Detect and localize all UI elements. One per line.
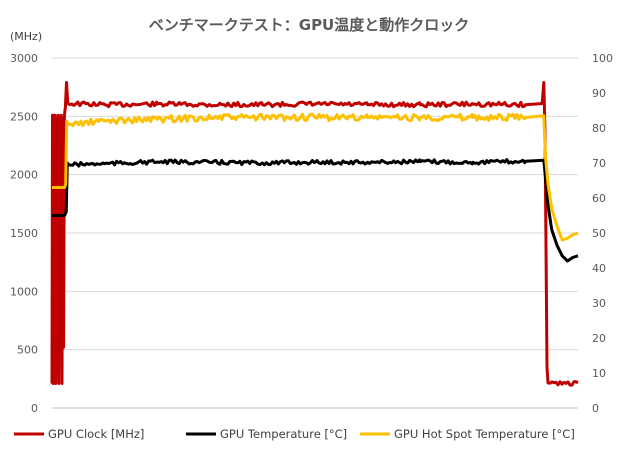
y-right-tick-label: 60: [592, 192, 606, 205]
y-right-tick-label: 70: [592, 157, 606, 170]
legend-label: GPU Temperature [°C]: [220, 427, 347, 441]
y-left-tick-label: 2500: [10, 110, 38, 123]
series-line-gpu-temperature: [52, 158, 579, 263]
axis-tick-labels: 0 500 1000 1500 2000 2500 3000 0 10 20 30 40 50 60 70 8…: [10, 52, 613, 415]
series-line-gpu-clock: [50, 81, 579, 387]
y-right-tick-label: 10: [592, 367, 606, 380]
y-right-tick-label: 0: [592, 402, 599, 415]
y-right-tick-label: 40: [592, 262, 606, 275]
y-left-tick-label: 1500: [10, 227, 38, 240]
y-left-unit-label: (MHz): [10, 30, 42, 43]
y-right-tick-label: 80: [592, 122, 606, 135]
y-left-tick-label: 2000: [10, 169, 38, 182]
y-left-tick-label: 3000: [10, 52, 38, 65]
y-left-tick-label: 1000: [10, 285, 38, 298]
y-right-tick-label: 100: [592, 52, 613, 65]
gridlines: [52, 57, 578, 409]
legend: GPU Clock [MHz] GPU Temperature [°C] GPU H…: [14, 427, 575, 441]
series-line-gpu-hot-spot-temperature: [52, 112, 579, 242]
y-right-tick-label: 50: [592, 227, 606, 240]
y-left-tick-label: 500: [17, 344, 38, 357]
y-right-tick-label: 20: [592, 332, 606, 345]
y-right-tick-label: 90: [592, 87, 606, 100]
legend-label: GPU Hot Spot Temperature [°C]: [394, 427, 575, 441]
y-right-tick-label: 30: [592, 297, 606, 310]
chart-title: ベンチマークテスト：GPU温度と動作クロック: [149, 16, 470, 34]
legend-label: GPU Clock [MHz]: [48, 427, 144, 441]
series-lines: [50, 81, 579, 387]
y-left-tick-label: 0: [31, 402, 38, 415]
